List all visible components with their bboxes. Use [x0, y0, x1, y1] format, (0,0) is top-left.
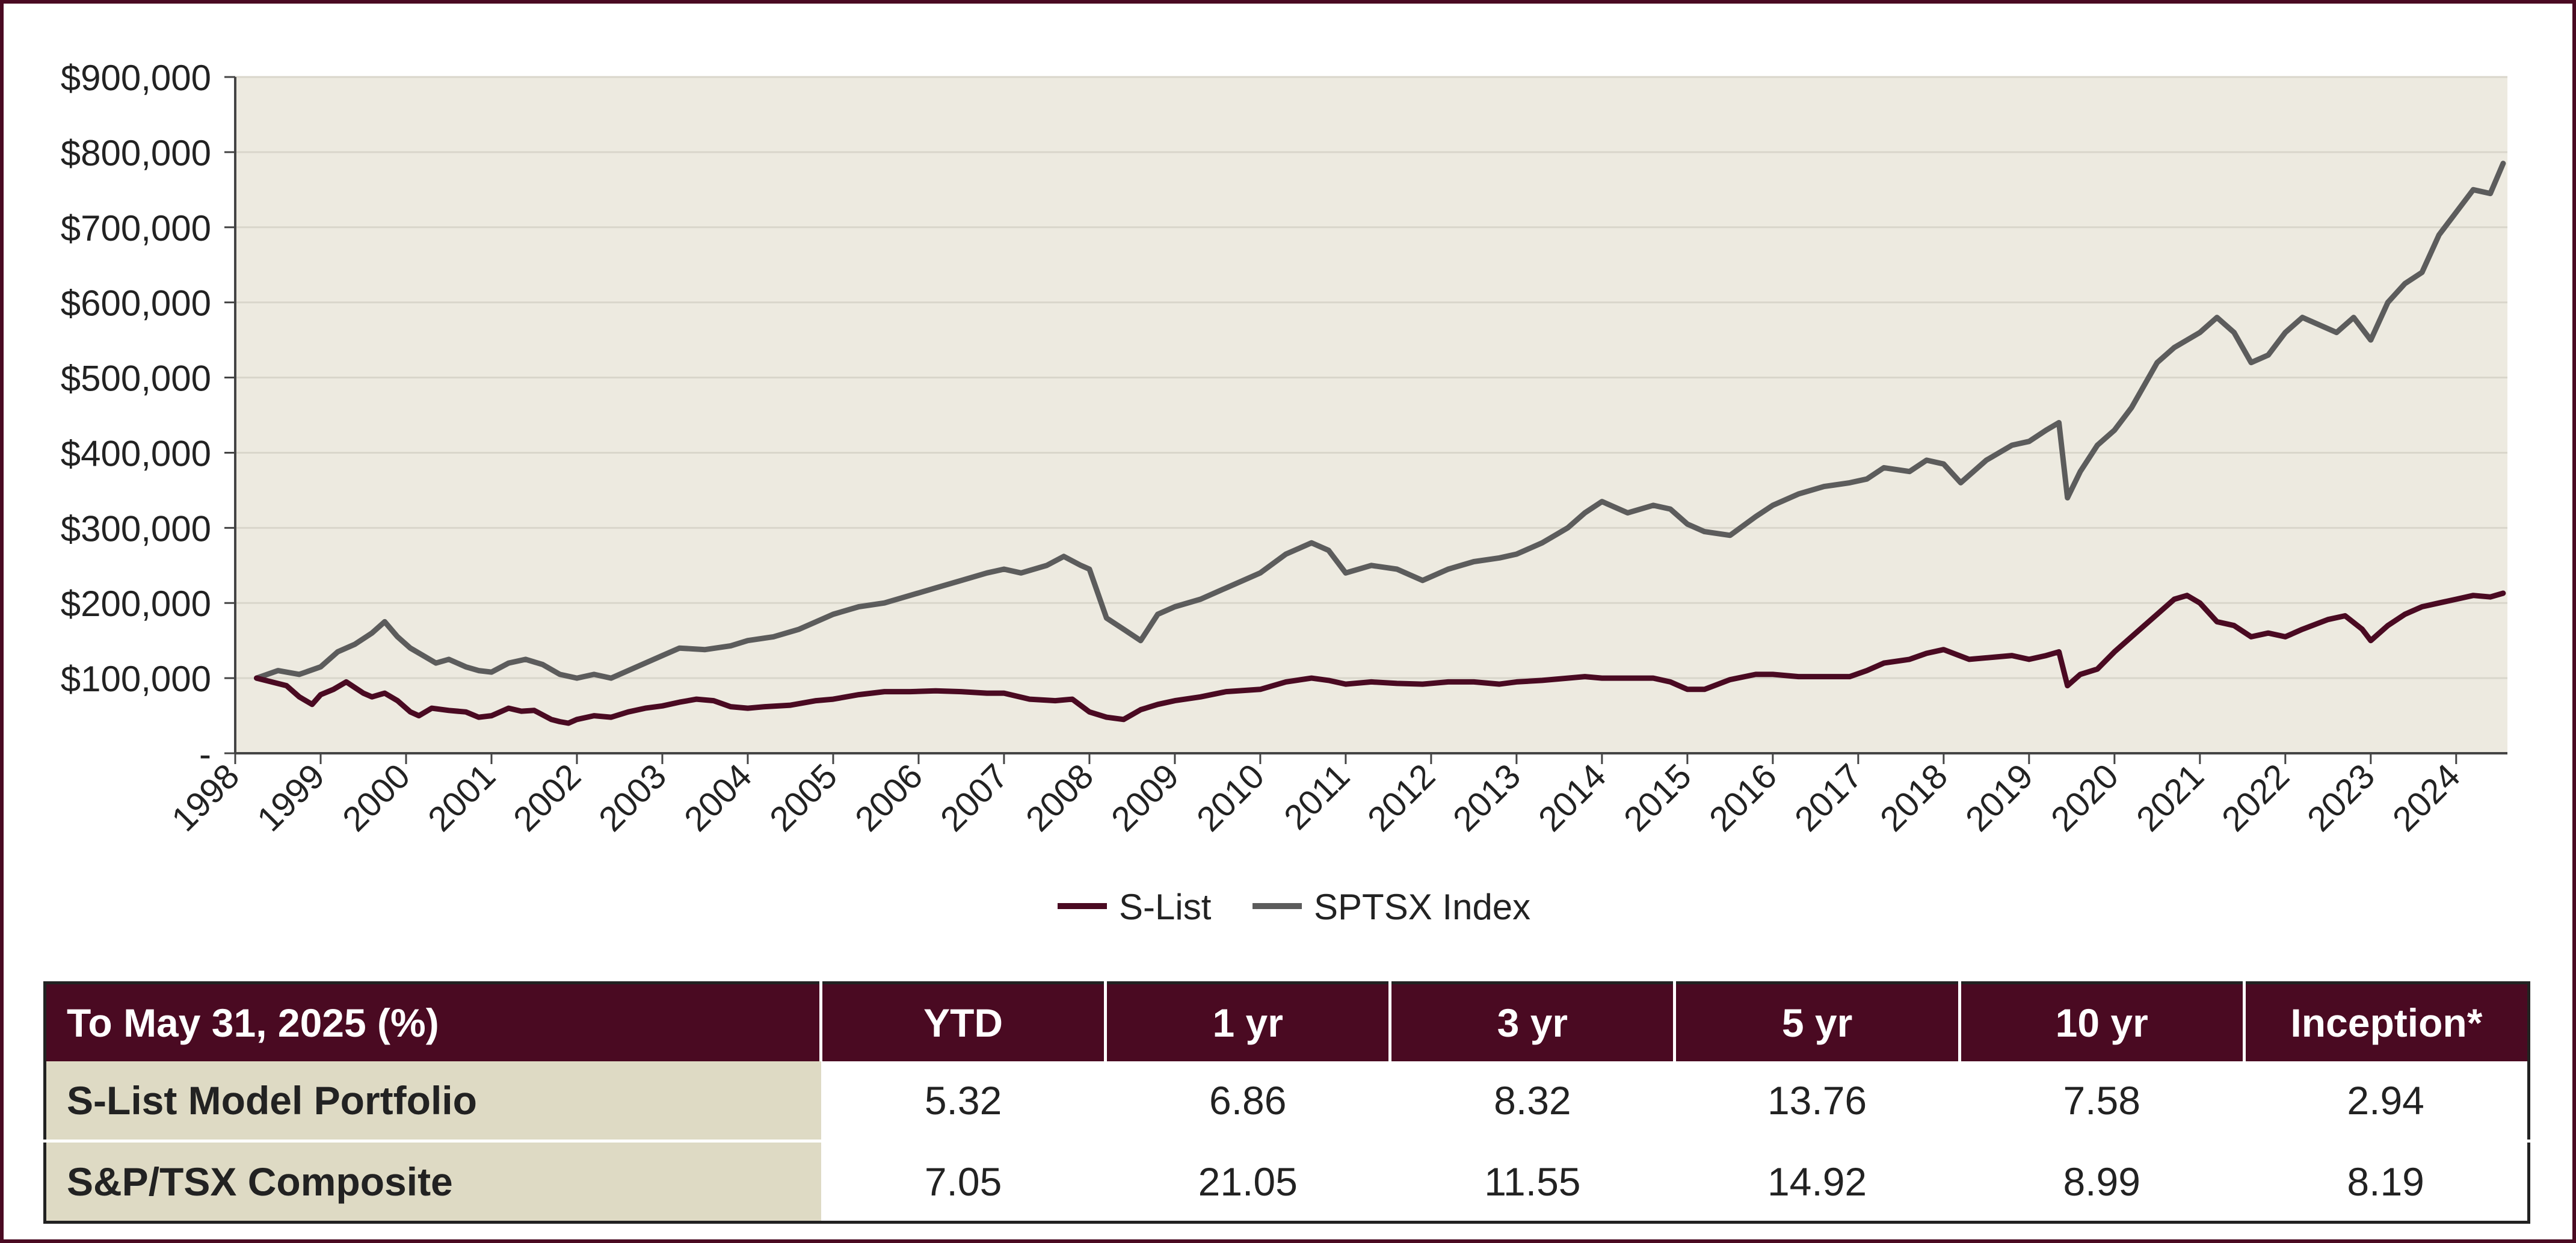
x-tick-label: 2013 [1446, 756, 1528, 839]
x-tick-label: 2012 [1360, 756, 1443, 839]
table-cell: 5.32 [821, 1061, 1106, 1143]
series-line-s-list [254, 590, 2506, 726]
table-cell: 21.05 [1198, 1159, 1298, 1204]
table-cell: 11.55 [1484, 1159, 1581, 1204]
table-cell: 8.19 [2347, 1159, 2424, 1204]
table-row-label: S&P/TSX Composite [45, 1141, 821, 1223]
series-lines [254, 161, 2506, 726]
table-cell: 8.99 [2063, 1159, 2140, 1204]
x-tick-label: 2021 [2129, 756, 2211, 839]
table-cell: 13.76 [1674, 1061, 1960, 1143]
x-tick-label: 2018 [1873, 756, 1955, 839]
table-header-period: To May 31, 2025 (%) [45, 982, 821, 1061]
x-tick-label: 2007 [933, 756, 1015, 839]
table-cell: 14.92 [1767, 1159, 1867, 1204]
x-tick-label: 2015 [1616, 756, 1699, 839]
y-tick-label: $100,000 [61, 659, 211, 699]
table-header-row: To May 31, 2025 (%) YTD 1 yr 3 yr 5 yr 1… [45, 982, 2529, 1061]
x-tick-label: 2006 [848, 756, 930, 839]
table-header-ytd: YTD [819, 982, 1106, 1061]
plot-area [235, 77, 2507, 753]
x-tick-label: 2001 [421, 756, 503, 839]
x-tick-label: 2003 [591, 756, 674, 839]
table-cell: 6.86 [1105, 1061, 1390, 1143]
table-header-1yr: 1 yr [1104, 982, 1390, 1061]
table-cell: 7.58 [1959, 1061, 2245, 1143]
y-axis-ticks: - $100,000 $200,000 $300,000 $400,000 $500,00… [61, 58, 2507, 774]
x-tick-label: 2011 [1277, 756, 1357, 837]
y-tick-label: $600,000 [61, 283, 211, 324]
x-tick-label: 2010 [1189, 756, 1272, 839]
x-axis-ticks: 1998 1999 2000 2001 2002 2003 2004 2005 2006 2007… [164, 753, 2468, 839]
table-header-inception: Inception* [2242, 982, 2529, 1061]
x-tick-label: 2019 [1958, 756, 2041, 839]
legend-label-s-list: S-List [1119, 887, 1212, 927]
x-tick-label: 2022 [2214, 756, 2297, 839]
x-tick-label: 1999 [250, 756, 332, 839]
x-tick-label: 2005 [762, 756, 845, 839]
table-cell: 2.94 [2244, 1061, 2529, 1143]
x-tick-label: 2014 [1531, 756, 1613, 839]
legend-label-sptsx-index: SPTSX Index [1314, 887, 1530, 927]
x-tick-label: 2017 [1787, 756, 1870, 839]
series-line-sptsx-index [254, 161, 2506, 681]
x-tick-label: 2020 [2044, 756, 2126, 839]
table-header-10yr: 10 yr [1958, 982, 2245, 1061]
x-tick-label: 2016 [1702, 756, 1784, 839]
table-header-3yr: 3 yr [1388, 982, 1675, 1061]
gridlines [235, 76, 2507, 679]
chart-legend: S-List SPTSX Index [1058, 887, 1530, 927]
x-tick-label: 2004 [677, 756, 759, 839]
y-tick-label: $300,000 [61, 508, 211, 549]
y-tick-label: $200,000 [61, 584, 211, 624]
y-tick-label: $400,000 [61, 433, 211, 473]
y-tick-label: $500,000 [61, 359, 211, 399]
performance-line-chart: - $100,000 $200,000 $300,000 $400,000 $500,00… [61, 58, 2507, 927]
table-cell: 7.05 [924, 1159, 1002, 1204]
x-tick-label: 2024 [2385, 756, 2468, 839]
table-row: S&P/TSX Composite 7.05 21.05 11.55 14.92… [45, 1141, 2529, 1223]
x-tick-label: 2000 [335, 756, 418, 839]
table-header-5yr: 5 yr [1673, 982, 1960, 1061]
table-cell: 8.32 [1390, 1061, 1675, 1143]
y-tick-label: $900,000 [61, 58, 211, 98]
x-tick-label: 2023 [2300, 756, 2382, 839]
x-tick-label: 2008 [1018, 756, 1101, 839]
y-tick-label: $700,000 [61, 208, 211, 248]
performance-table: To May 31, 2025 (%) YTD 1 yr 3 yr 5 yr 1… [43, 981, 2530, 1224]
x-tick-label: 2002 [506, 756, 588, 839]
y-tick-label: - [199, 734, 211, 774]
table-row-label: S-List Model Portfolio [45, 1061, 821, 1143]
table-row: S-List Model Portfolio 5.32 6.86 8.32 13… [45, 1061, 2529, 1143]
x-tick-label: 2009 [1104, 756, 1186, 839]
y-tick-label: $800,000 [61, 133, 211, 173]
